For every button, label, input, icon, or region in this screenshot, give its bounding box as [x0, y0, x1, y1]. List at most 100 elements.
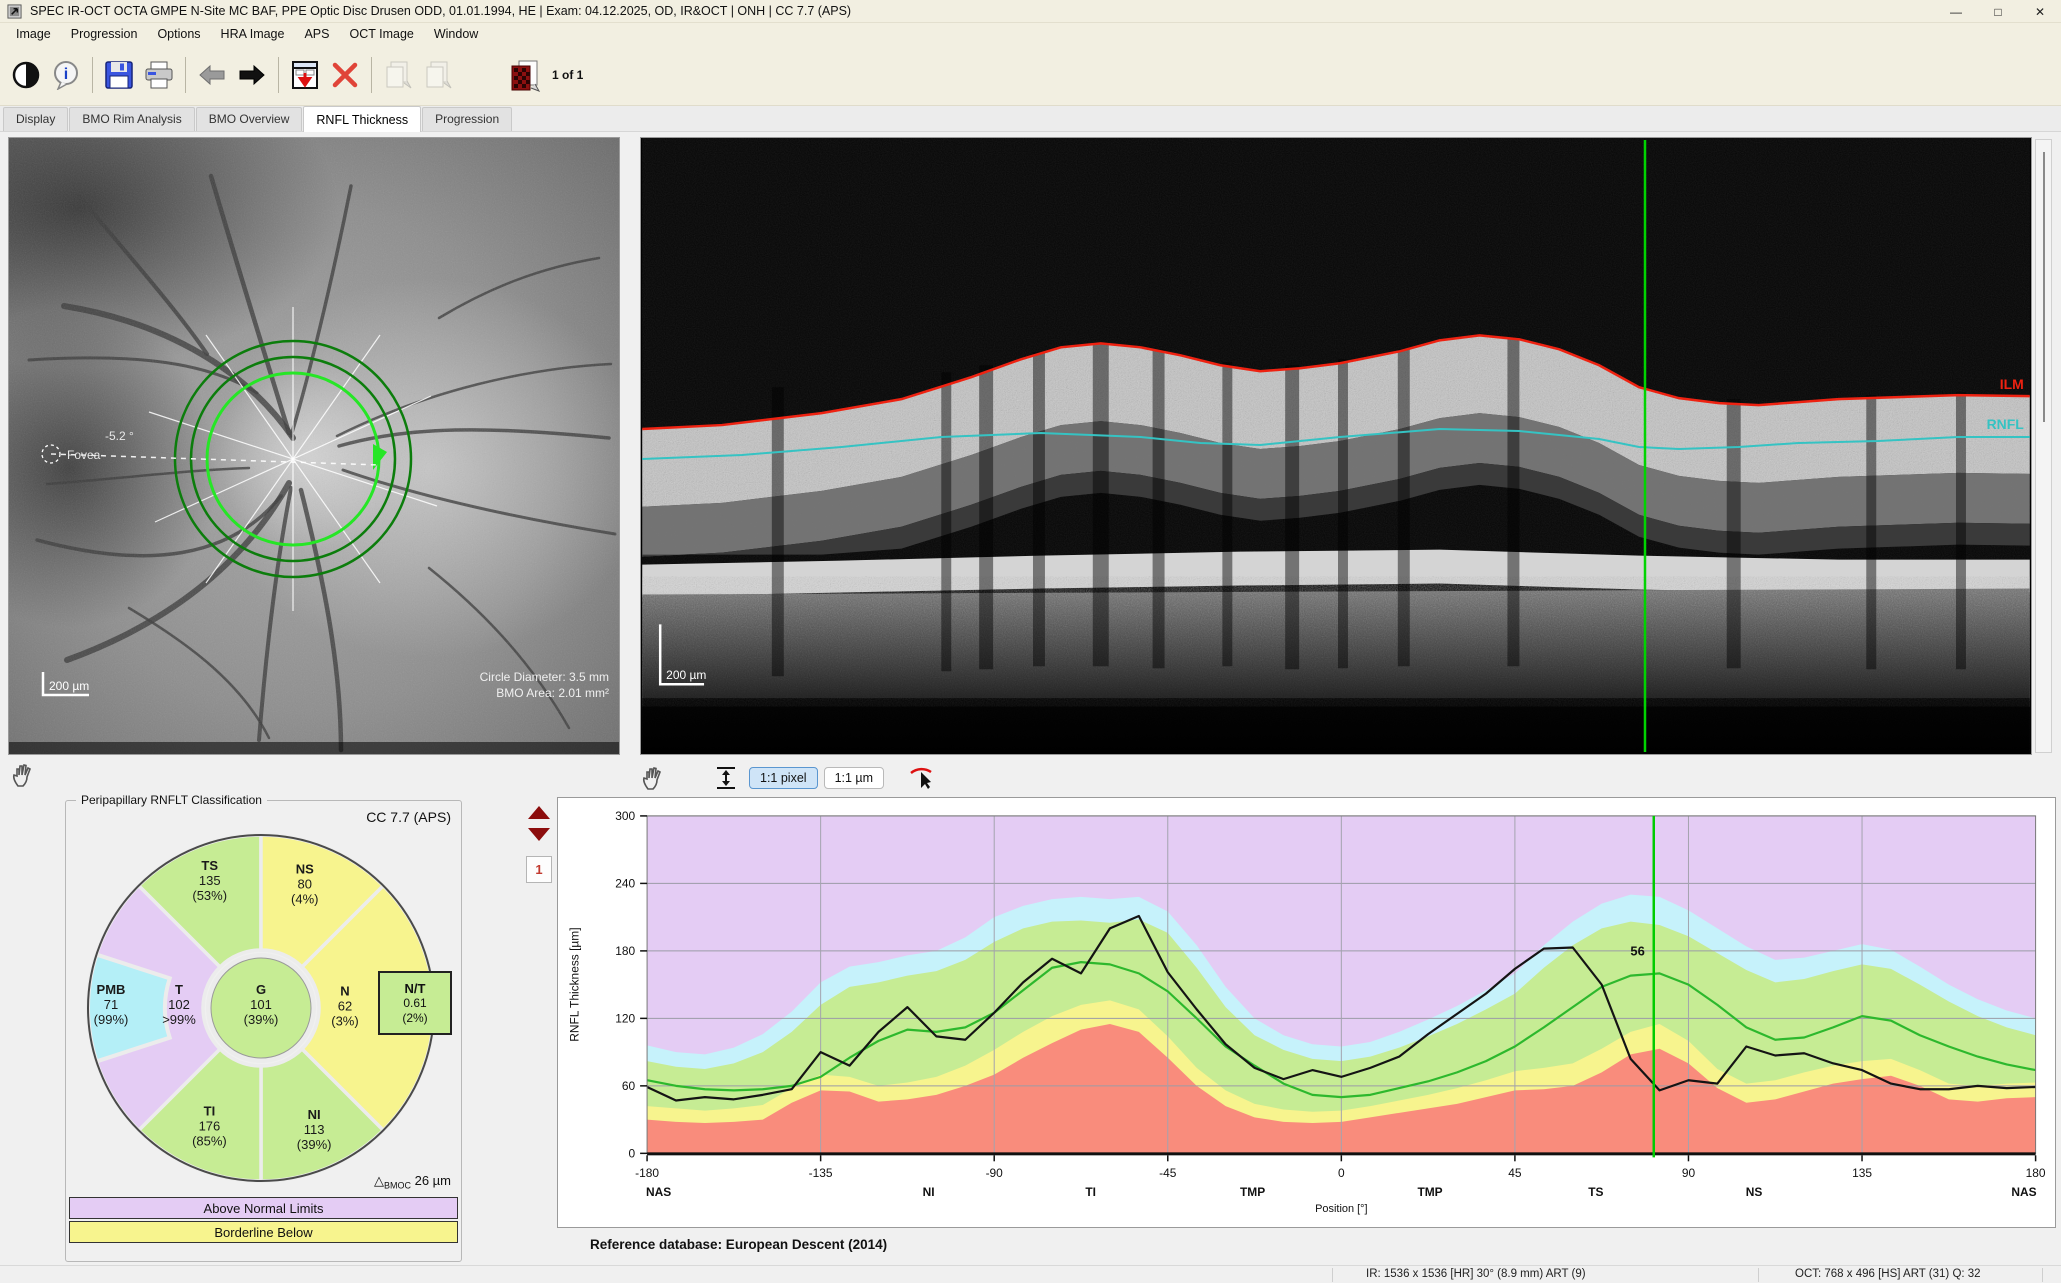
oct-bscan-panel[interactable]: ILM RNFL 200 µm [640, 137, 2032, 755]
pie-label-ti: TI 176 (85%) [192, 1104, 227, 1149]
pan-hand-icon[interactable] [10, 762, 36, 788]
pie-label-n: N 62 (3%) [331, 983, 358, 1028]
zoom-1to1-pixel-button[interactable]: 1:1 pixel [749, 767, 818, 789]
sector-label-ni: NI [923, 1185, 935, 1199]
print-button[interactable] [140, 56, 178, 94]
vessel-shadows [771, 337, 1966, 677]
scan-direction-arrow [373, 444, 387, 470]
menu-progression[interactable]: Progression [70, 26, 138, 41]
tab-display[interactable]: Display [3, 107, 69, 131]
scrollbar-thumb[interactable] [2043, 152, 2045, 422]
profile-next-button[interactable] [528, 828, 550, 841]
menu-options[interactable]: Options [157, 26, 201, 41]
fundus-image: Fovea -5.2 ° 200 µm Circle Diameter: 3.5… [0, 48, 649, 754]
delete-x-icon [332, 62, 358, 87]
nt-ratio-id: N/T [404, 980, 426, 996]
tab-bmo-rim-analysis[interactable]: BMO Rim Analysis [69, 107, 195, 131]
export-report-button[interactable] [286, 56, 324, 94]
rnfl-profile-plot[interactable]: 0 60 120 180 240 300 -180 -135 -90 -45 0 45 90 135 180… [558, 798, 2055, 1227]
minimize-button[interactable]: — [1950, 4, 1962, 19]
contrast-button[interactable] [7, 56, 45, 94]
copy-exam-button[interactable] [379, 56, 417, 94]
fovea-disc-axis: Fovea -5.2 ° [41, 429, 380, 466]
y-tick-label: 300 [615, 809, 635, 823]
copy-image-button[interactable] [419, 56, 457, 94]
menu-bar: Image Progression Options HRA Image APS … [0, 23, 2061, 44]
info-button[interactable]: i [47, 56, 85, 94]
forward-button[interactable] [233, 56, 271, 94]
contrast-icon [12, 61, 40, 88]
y-tick-label: 120 [615, 1011, 635, 1025]
vertical-stretch-icon[interactable] [714, 765, 738, 791]
fundus-scale: 200 µm [41, 672, 89, 697]
profile-page-indicator[interactable]: 1 [526, 856, 552, 883]
rnflt-pie: TS 135 (53%) NS 80 (4%) N 62 (3%) NI 113 (39%) TI 176… [86, 833, 436, 1183]
x-tick-label: 135 [1852, 1166, 1872, 1180]
back-arrow-icon [199, 64, 225, 85]
menu-hra-image[interactable]: HRA Image [220, 26, 285, 41]
oct-vertical-scrollbar[interactable] [2035, 139, 2052, 753]
cursor-value-label: 56 [1630, 943, 1644, 958]
tab-bmo-overview[interactable]: BMO Overview [195, 107, 303, 131]
pie-label-ts: TS 135 (53%) [192, 858, 227, 903]
sector-label-nas: NAS [2011, 1185, 2036, 1199]
tab-progression[interactable]: Progression [422, 107, 513, 131]
title-bar: SPEC IR-OCT OCTA GMPE N-Site MC BAF, PPE… [0, 0, 2061, 23]
x-tick-label: 0 [1338, 1166, 1345, 1180]
sector-label-ti: TI [1085, 1185, 1096, 1199]
series-page-indicator: 1 of 1 [552, 67, 584, 82]
tab-rnfl-thickness[interactable]: RNFL Thickness [303, 106, 422, 132]
circle-diameter-label: Circle Diameter: 3.5 mm [480, 670, 609, 684]
maximize-button[interactable]: □ [1994, 4, 2002, 19]
y-tick-label: 60 [622, 1079, 636, 1093]
close-button[interactable]: ✕ [2034, 4, 2046, 19]
pie-label-pmb: PMB 71 (99%) [94, 982, 129, 1027]
image-series-button[interactable] [505, 56, 543, 94]
oct-scale: 200 µm [658, 624, 706, 686]
profile-prev-button[interactable] [528, 806, 550, 819]
sector-label-tmp: TMP [1240, 1185, 1265, 1199]
sector-label-nas: NAS [646, 1185, 671, 1199]
measured-rnfl-curve [646, 914, 2036, 1102]
x-tick-label: 180 [2026, 1166, 2046, 1180]
menu-oct-image[interactable]: OCT Image [349, 26, 414, 41]
fundus-scale-label: 200 µm [49, 679, 89, 693]
y-axis-title: RNFL Thickness [µm] [567, 927, 581, 1041]
status-bar: IR: 1536 x 1536 [HR] 30° (8.9 mm) ART (9… [0, 1265, 2061, 1283]
y-tick-label: 180 [615, 944, 635, 958]
save-button[interactable] [100, 56, 138, 94]
pie-label-ni: NI 113 (39%) [297, 1107, 332, 1152]
sector-label-ns: NS [1746, 1185, 1763, 1199]
menu-window[interactable]: Window [433, 26, 479, 41]
toolbar-separator [278, 56, 279, 93]
classification-badge: CC 7.7 (APS) [366, 809, 451, 825]
rotate-pointer-icon[interactable] [907, 765, 935, 791]
nt-ratio-pct: (2%) [402, 1010, 428, 1025]
ilm-label: ILM [2000, 376, 2024, 392]
legend-borderline-below: Borderline Below [69, 1221, 458, 1243]
back-button[interactable] [193, 56, 231, 94]
ilm-segmentation-line[interactable] [642, 334, 2030, 431]
nt-ratio-value: 0.61 [403, 995, 427, 1010]
menu-image[interactable]: Image [16, 26, 51, 41]
y-tick-label: 0 [628, 1146, 635, 1160]
inner-retina-band [642, 413, 2030, 557]
fovea-angle-label: -5.2 ° [105, 429, 134, 443]
menu-aps[interactable]: APS [304, 26, 330, 41]
pan-hand-icon[interactable] [640, 765, 666, 791]
pie-label-global: G 101 (39%) [244, 982, 279, 1027]
rnfl-segmentation-line[interactable] [642, 428, 2030, 460]
toolbar-separator [92, 56, 93, 93]
fundus-image-panel[interactable]: Fovea -5.2 ° 200 µm Circle Diameter: 3.5… [0, 48, 649, 755]
zoom-1to1-micron-button[interactable]: 1:1 µm [823, 767, 885, 789]
rnfl-profile-chart: 0 60 120 180 240 300 -180 -135 -90 -45 0 45 90 135 180… [557, 797, 2056, 1228]
mean-reference-curve [646, 961, 2036, 1099]
y-tick-label: 240 [615, 876, 635, 890]
info-icon: i [54, 60, 78, 90]
delete-button[interactable] [326, 56, 364, 94]
window-title: SPEC IR-OCT OCTA GMPE N-Site MC BAF, PPE… [30, 4, 852, 18]
copy-document-icon [386, 61, 412, 88]
legend-above-normal: Above Normal Limits [69, 1197, 458, 1219]
pie-center-global [210, 957, 312, 1059]
